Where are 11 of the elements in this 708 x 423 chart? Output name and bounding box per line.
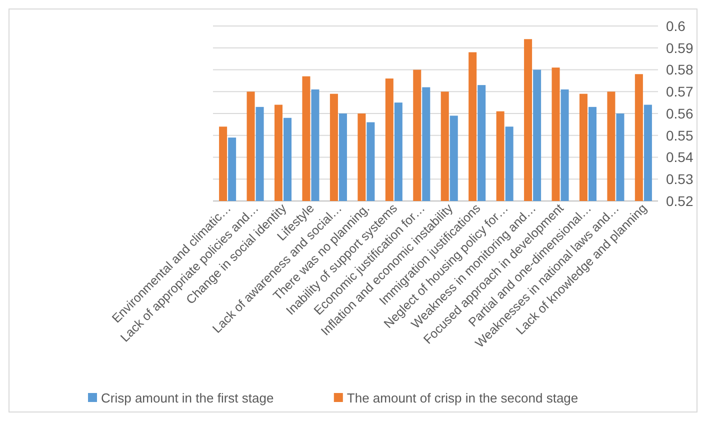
y-tick-label: 0.56 [666,105,694,122]
y-tick-label: 0.52 [666,192,694,209]
y-tick-label: 0.58 [666,62,694,78]
legend-label: The amount of crisp in the second stage [346,390,578,406]
y-tick-label: 0.54 [666,149,694,166]
y-tick-label: 0.53 [666,171,694,188]
legend-label: Crisp amount in the first stage [101,390,274,406]
y-tick-label: 0.55 [666,127,694,144]
y-tick-label: 0.59 [666,40,694,56]
y-tick-label: 0.6 [666,18,686,34]
y-tick-label: 0.57 [666,84,694,100]
